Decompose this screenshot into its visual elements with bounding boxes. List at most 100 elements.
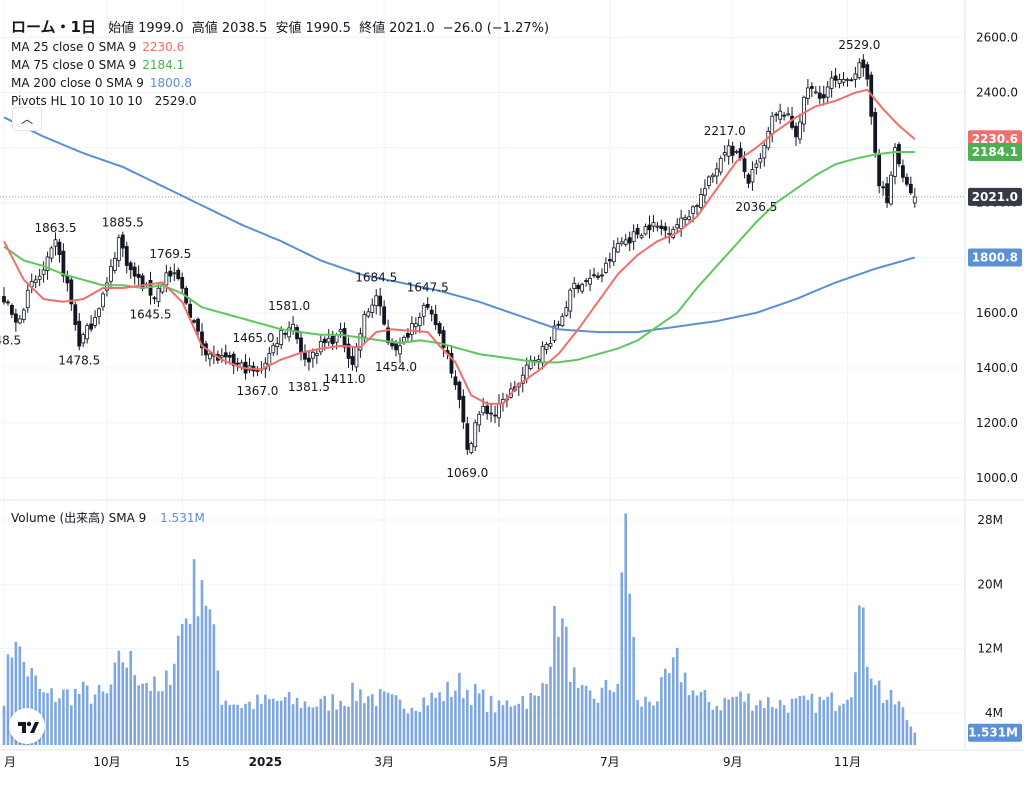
candle-body	[196, 318, 200, 332]
candle-body	[647, 224, 652, 231]
volume-bar	[359, 689, 362, 745]
volume-bar	[319, 698, 323, 745]
volume-legend[interactable]: Volume (出来高) SMA 9 1.531M	[11, 509, 205, 526]
candle-body	[303, 352, 307, 360]
candle-body	[635, 228, 640, 235]
volume-bar	[834, 711, 837, 745]
candle-body	[643, 226, 648, 235]
candle-body	[572, 282, 577, 289]
volume-bar	[73, 688, 77, 745]
volume-bar	[850, 697, 853, 745]
candle-body	[299, 337, 303, 354]
tradingview-logo-icon[interactable]	[9, 708, 45, 744]
candle-body	[754, 163, 759, 168]
volume-bar	[30, 668, 34, 745]
candle-body	[699, 194, 703, 208]
volume-bar	[561, 618, 564, 745]
volume-bar	[660, 677, 663, 745]
volume-bar	[893, 704, 897, 745]
volume-bar	[458, 672, 461, 745]
volume-bar	[240, 708, 243, 745]
candle-body	[556, 323, 561, 326]
candle-body	[57, 241, 62, 255]
price-badge	[968, 187, 1022, 206]
volume-bar	[335, 709, 338, 745]
legend-ma25[interactable]: MA 25 close 0 SMA 9 2230.6	[11, 40, 184, 54]
volume-bar	[497, 700, 501, 745]
candle-body	[33, 279, 38, 284]
volume-bar	[22, 661, 26, 745]
time-tick-label: 10月	[93, 755, 120, 769]
high-label: 高値	[191, 21, 218, 36]
candle-body	[17, 318, 22, 324]
volume-bar	[398, 699, 402, 745]
candle-body	[140, 275, 145, 290]
volume-bar	[386, 692, 390, 745]
volume-bar	[901, 707, 905, 745]
volume-bar	[703, 689, 707, 745]
candle-body	[41, 269, 46, 275]
volume-bar	[264, 694, 267, 745]
candle-body	[116, 237, 121, 261]
legend-ma75-value: 2184.1	[142, 58, 185, 72]
symbol-title[interactable]: ローム・1日	[11, 18, 96, 36]
candle-body	[429, 309, 434, 315]
candle-body	[223, 352, 228, 358]
price-tick-label: 1000.0	[976, 471, 1018, 485]
candle-body	[112, 258, 117, 271]
high-value: 2038.5	[221, 21, 268, 36]
candle-body	[156, 287, 161, 303]
volume-bar	[390, 694, 394, 745]
volume-bar	[790, 698, 794, 745]
candle-body	[714, 168, 719, 177]
candle-body	[180, 277, 185, 289]
ma25-line	[3, 88, 916, 405]
price-tick-label: 2400.0	[976, 86, 1018, 100]
volume-bar	[533, 695, 536, 745]
candle-body	[402, 336, 406, 343]
volume-bar	[157, 691, 160, 745]
volume-bar	[271, 698, 275, 745]
candle-body	[873, 111, 878, 153]
candle-body	[338, 329, 343, 333]
candle-body	[473, 422, 478, 448]
candle-body	[817, 92, 822, 99]
volume-bar	[493, 712, 497, 745]
candle-body	[611, 247, 616, 263]
volume-bar	[664, 668, 667, 745]
volume-bar	[517, 703, 521, 745]
candle-body	[69, 279, 74, 305]
candle-body	[362, 314, 367, 338]
change-value: −26.0 (−1.27%)	[442, 21, 550, 36]
volume-bar	[822, 699, 826, 745]
volume-bar	[596, 702, 600, 745]
candle-body	[564, 307, 569, 316]
candle-body	[560, 315, 565, 327]
close-value: 2021.0	[389, 21, 435, 36]
volume-bar	[525, 708, 529, 745]
volume-bar	[473, 683, 477, 745]
volume-bar	[877, 680, 881, 745]
volume-bar	[858, 605, 861, 745]
pivot-label: 2529.0	[838, 38, 880, 52]
volume-bar	[481, 689, 485, 745]
legend-ma75[interactable]: MA 75 close 0 SMA 9 2184.1	[11, 58, 184, 72]
volume-bar	[541, 683, 544, 745]
pivot-label: 1069.0	[446, 466, 488, 480]
candle-body	[853, 73, 858, 80]
volume-bar	[521, 696, 525, 745]
volume-bar	[172, 663, 176, 745]
volume-bar	[10, 657, 14, 745]
legend-pivots[interactable]: Pivots HL 10 10 10 10 2529.0	[11, 94, 197, 108]
legend-ma200-value: 1800.8	[149, 76, 192, 90]
candle-body	[524, 364, 529, 380]
volume-bar	[683, 672, 687, 745]
candle-body	[227, 354, 232, 358]
candle-body	[417, 316, 422, 326]
volume-bar	[584, 685, 588, 745]
collapse-legend-button[interactable]: ︿	[12, 107, 42, 131]
legend-ma25-label: MA 25 close 0 SMA 9	[11, 40, 137, 54]
legend-ma200[interactable]: MA 200 close 0 SMA 9 1800.8	[11, 76, 192, 90]
